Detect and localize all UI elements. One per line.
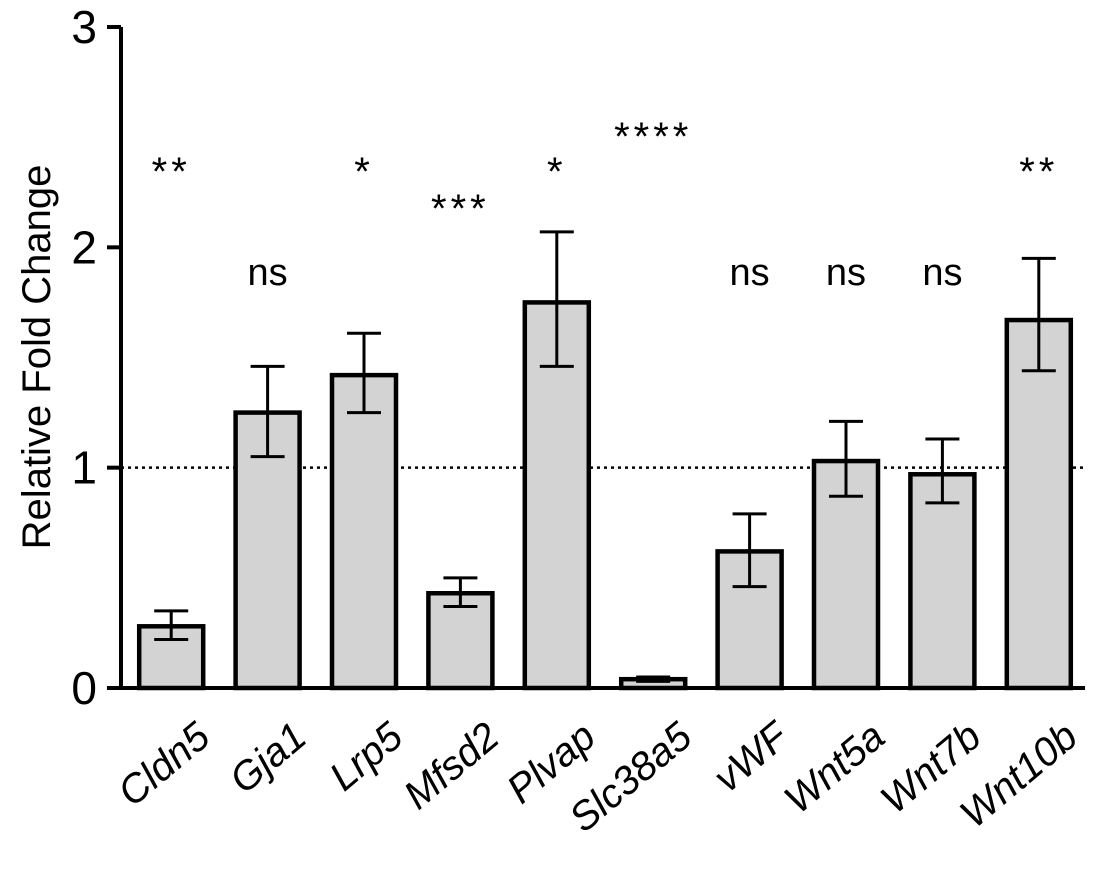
bar-lrp5: [329, 372, 399, 691]
y-axis-label: Relative Fold Change: [15, 165, 59, 550]
y-tick-label: 3: [71, 1, 97, 53]
x-tick-label: Wnt5a: [776, 714, 893, 822]
y-tick-label: 0: [71, 662, 97, 714]
significance-label: *: [354, 150, 374, 194]
x-tick-label: Gja1: [222, 714, 315, 802]
bars: **Cldn5nsGja1*Lrp5***Mfsd2*Plvap****Slc3…: [110, 115, 1086, 841]
significance-label: ns: [730, 252, 770, 294]
x-tick-label: Cldn5: [110, 714, 219, 815]
bar-wnt5a: [811, 458, 881, 691]
bar-gja1: [233, 410, 302, 691]
bar-wnt7b: [908, 472, 977, 691]
significance-label: ***: [431, 187, 490, 231]
bar-mfsd2: [426, 591, 495, 691]
significance-label: ns: [826, 252, 866, 294]
bar-wnt10b: [1004, 317, 1074, 691]
significance-label: ****: [614, 115, 692, 159]
significance-label: **: [1019, 150, 1058, 194]
y-tick-label: 2: [71, 221, 97, 273]
significance-label: ns: [922, 252, 962, 294]
y-tick-label: 1: [71, 442, 97, 494]
significance-label: *: [547, 150, 567, 194]
x-tick-label: Mfsd2: [396, 714, 508, 818]
significance-label: **: [152, 150, 191, 194]
significance-label: ns: [248, 252, 288, 294]
